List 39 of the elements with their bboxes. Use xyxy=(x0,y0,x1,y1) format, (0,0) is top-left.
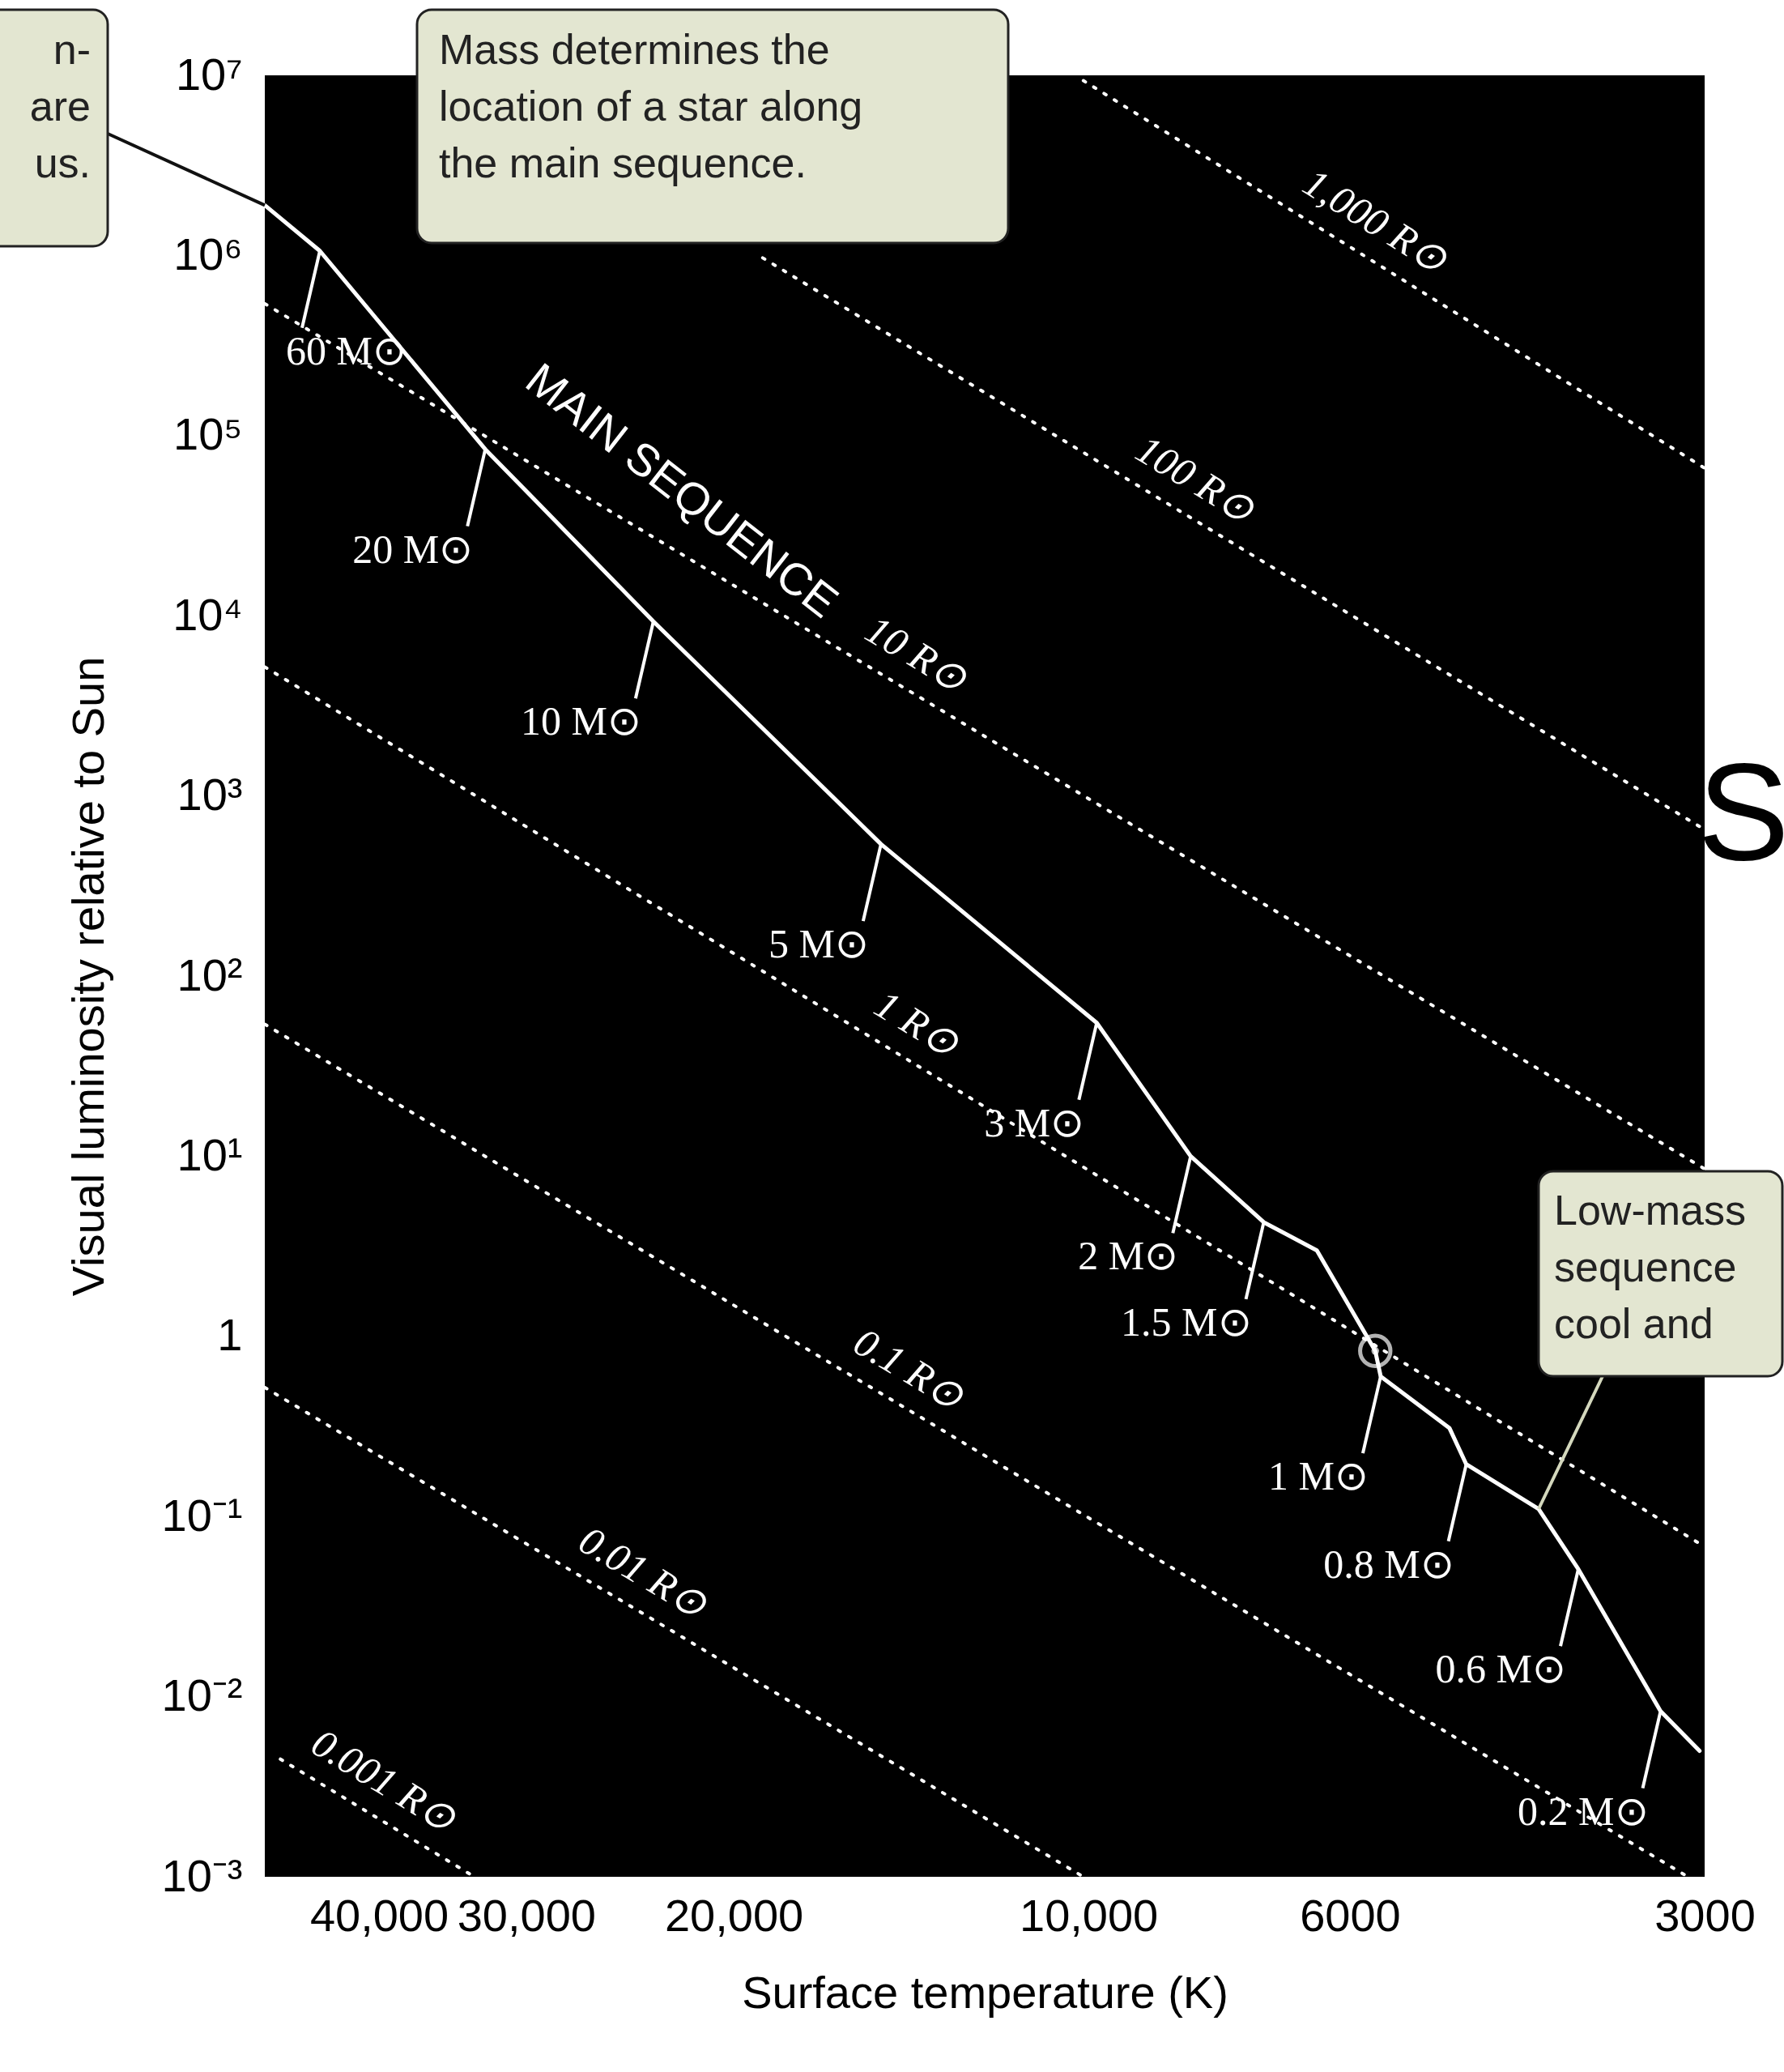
y-tick-label: 10⁴ xyxy=(172,588,243,640)
y-tick-label: 10³ xyxy=(177,769,243,821)
y-tick-label: 10² xyxy=(177,949,243,1000)
text: 10 R⊙ xyxy=(858,606,977,702)
x-tick-label: 10,000 xyxy=(1019,1889,1159,1941)
y-tick-label: 10⁶ xyxy=(173,228,243,279)
y-tick-label: 10⁷ xyxy=(175,48,243,100)
y-tick-label: 10¹ xyxy=(177,1128,243,1180)
x-tick-label: 40,000 xyxy=(309,1889,449,1941)
y-tick-label: 10⁵ xyxy=(172,408,243,460)
annotation: Mass determines the location of a star along the main sequence. xyxy=(439,26,863,186)
annotation: 0.8 M⊙ xyxy=(1323,1541,1454,1587)
annotation: 1 M⊙ xyxy=(1267,1453,1369,1499)
y-axis-title: Visual luminosity relative to Sun xyxy=(62,656,113,1297)
annotation: Low-mass sequence cool and xyxy=(1554,1187,1746,1347)
y-tick-label: 10⁻² xyxy=(161,1669,243,1721)
x-tick-label: 20,000 xyxy=(664,1889,804,1941)
text: 0.1 R⊙ xyxy=(846,1318,973,1420)
x-tick-label: 3000 xyxy=(1654,1889,1756,1941)
x-tick-label: 30,000 xyxy=(457,1889,596,1941)
text: 100 R⊙ xyxy=(1128,425,1264,533)
annotation: 0.6 M⊙ xyxy=(1435,1646,1566,1692)
annotation: 2 M⊙ xyxy=(1078,1233,1179,1279)
text: 1,000 R⊙ xyxy=(1296,159,1457,284)
y-tick-label: 10⁻¹ xyxy=(161,1489,243,1541)
annotation: 10 M⊙ xyxy=(520,698,641,744)
x-axis-title: Surface temperature (K) xyxy=(742,1966,1228,2018)
annotation: 0.2 M⊙ xyxy=(1518,1788,1649,1834)
x-tick-label: 6000 xyxy=(1300,1889,1401,1941)
annotation: 1.5 M⊙ xyxy=(1121,1298,1252,1345)
text: 0.001 R⊙ xyxy=(304,1719,466,1842)
y-tick-label: 10⁻³ xyxy=(161,1849,243,1901)
annotation: n- are us. xyxy=(29,26,91,186)
annotation: 5 M⊙ xyxy=(768,921,869,967)
annotation: S xyxy=(1697,735,1784,889)
y-tick-label: 1 xyxy=(217,1309,243,1361)
text: 1 R⊙ xyxy=(866,981,968,1067)
text: 0.01 R⊙ xyxy=(571,1516,716,1628)
annotation: 20 M⊙ xyxy=(352,526,474,572)
